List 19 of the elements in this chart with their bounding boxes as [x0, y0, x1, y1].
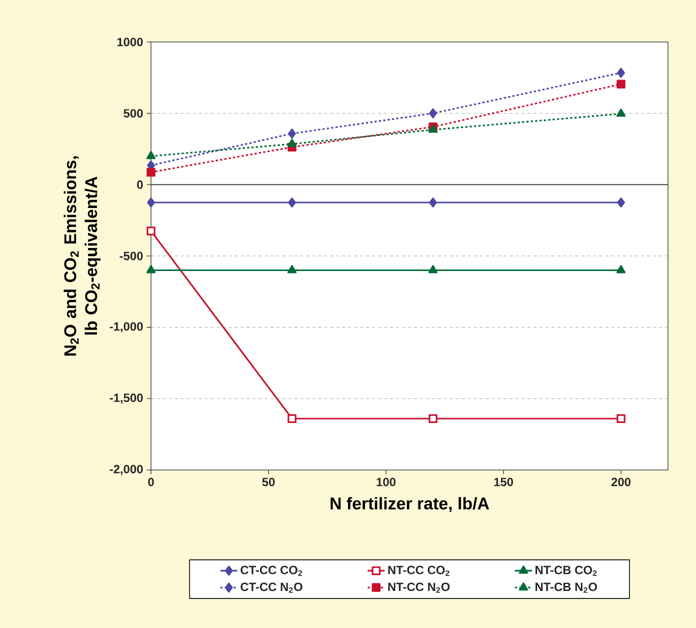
legend-label: NT-CB N$_{2}$O [536, 582, 597, 593]
y-tick-label: -1,000 [110, 322, 143, 332]
y-tick-label: -500 [120, 252, 143, 260]
y-tick-label: 0 [137, 180, 143, 189]
y-tick-label: -1,500 [110, 394, 143, 404]
x-tick-label: 150 [494, 478, 513, 486]
y-tick-label: 1000 [117, 38, 143, 46]
y-tick-label: -2,000 [110, 464, 143, 476]
legend-label: CT-CC N$_{2}$O [240, 582, 302, 593]
legend-label: NT-CC CO$_{2}$ [388, 566, 450, 576]
legend-label: NT-CC N$_{2}$O [388, 582, 450, 593]
x-tick-label: 100 [376, 478, 396, 486]
y-tick-label: 500 [124, 109, 143, 118]
x-tick-label: 0 [148, 478, 154, 486]
legend-label: CT-CC CO$_{2}$ [240, 566, 302, 576]
x-tick-label: 200 [611, 478, 630, 486]
legend-label: NT-CB CO$_{2}$ [536, 566, 597, 576]
x-axis-title: N fertilizer rate, lb/A [330, 497, 490, 512]
x-tick-label: 50 [262, 478, 275, 486]
